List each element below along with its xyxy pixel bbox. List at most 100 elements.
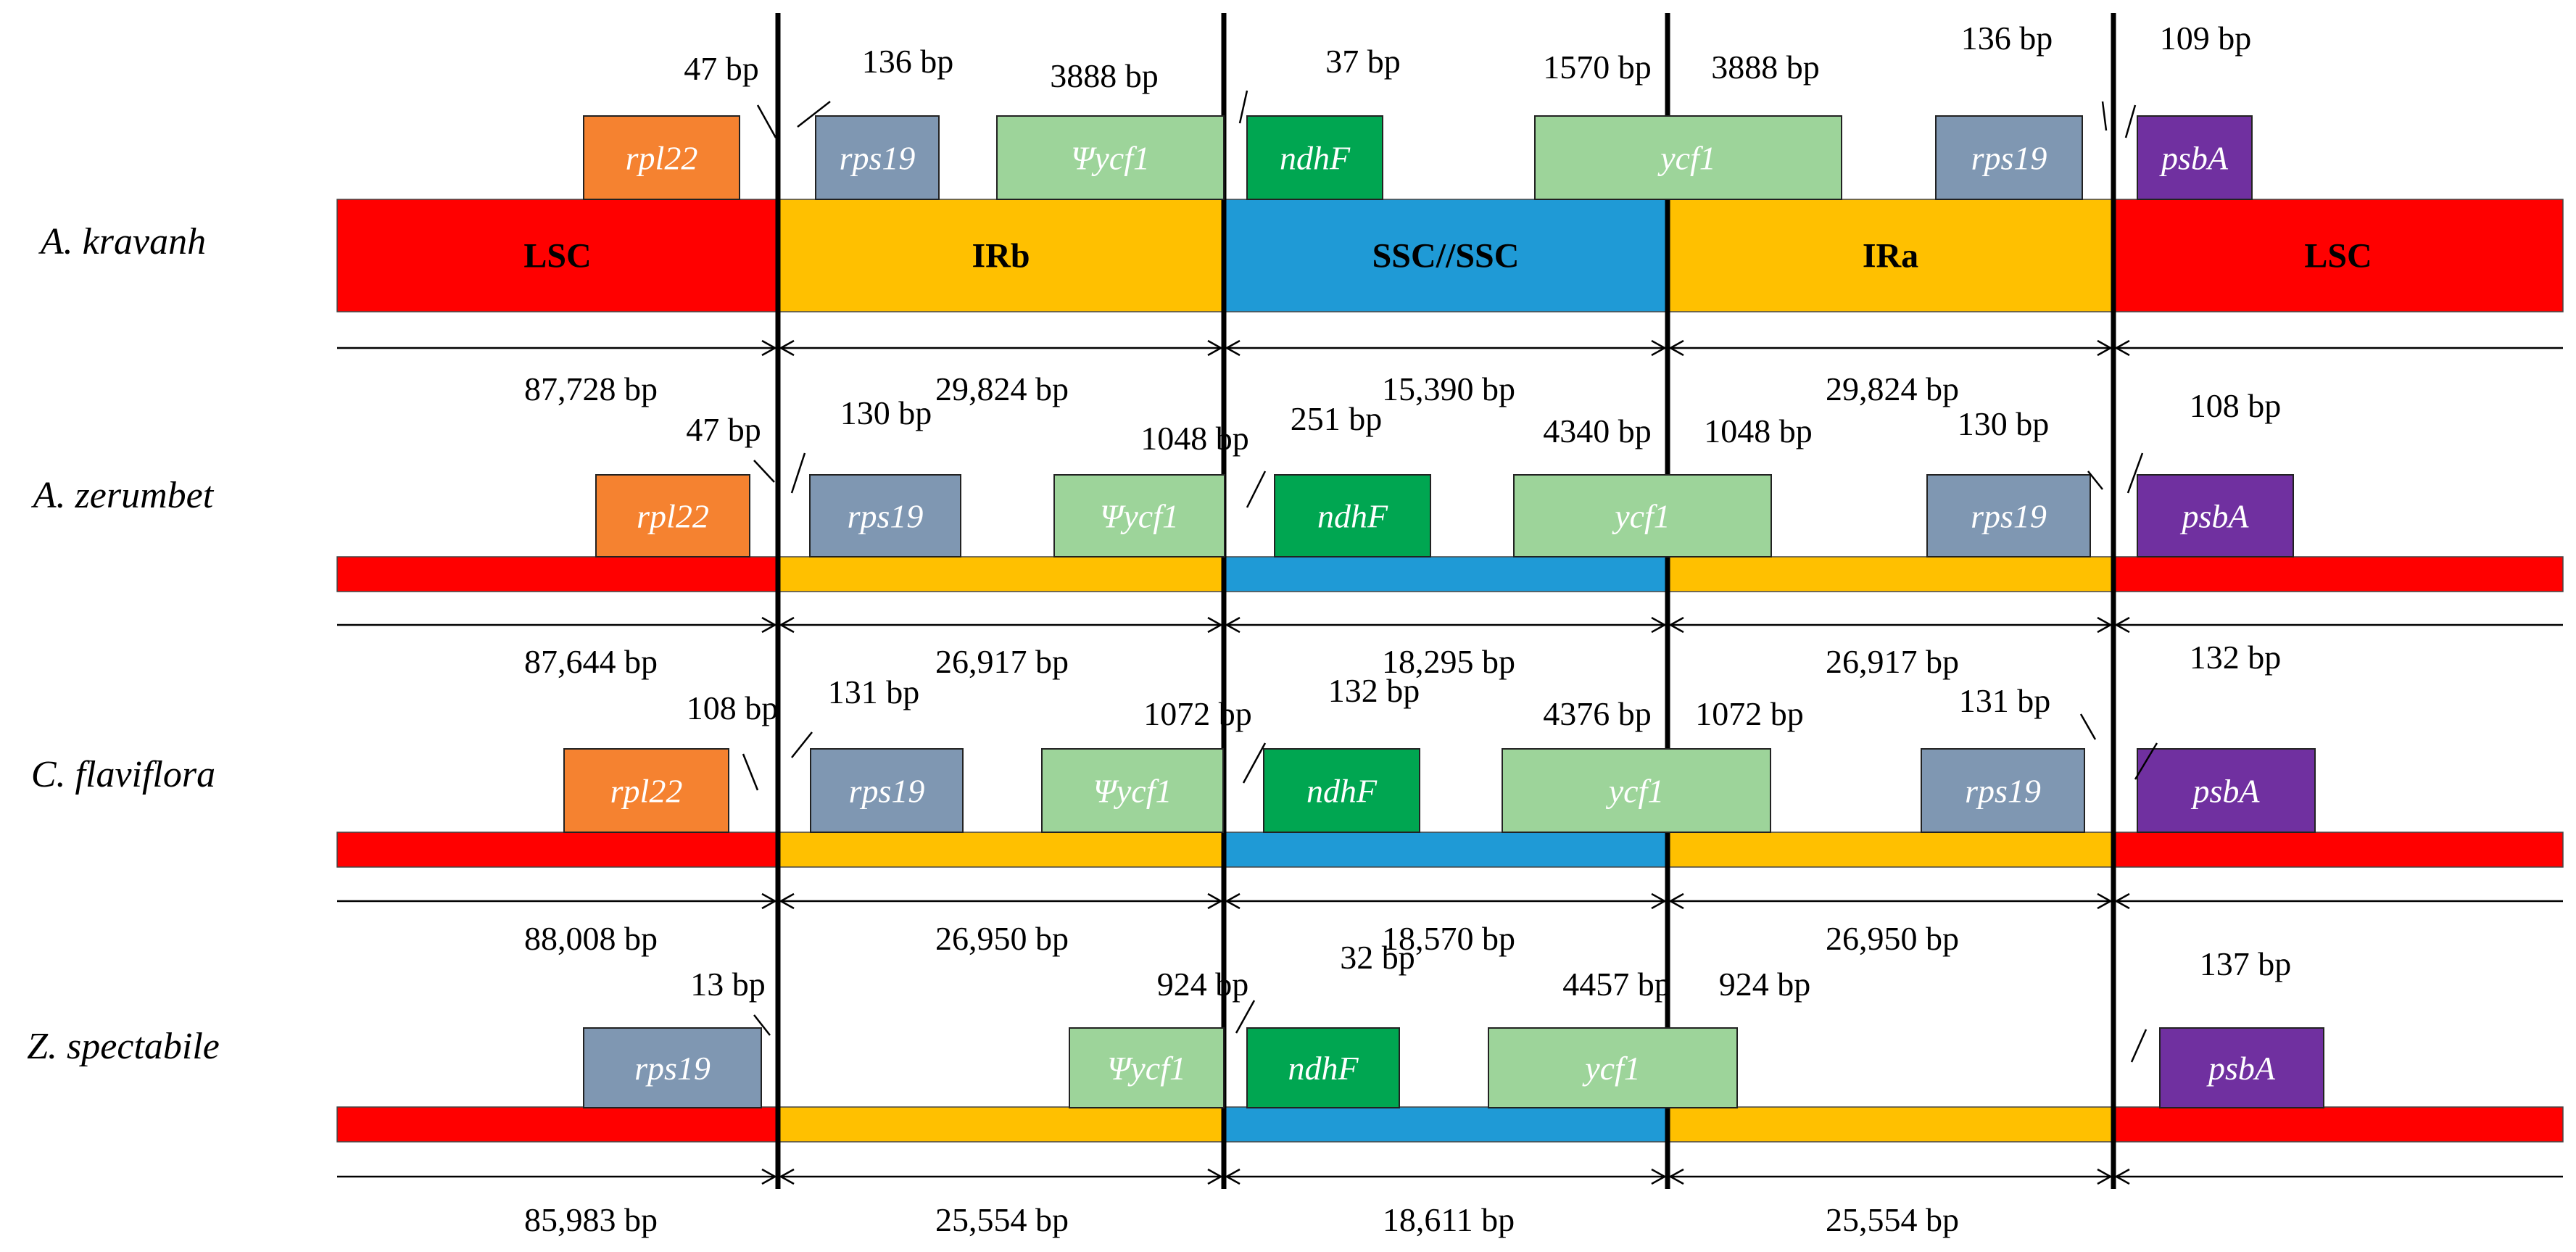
arrow-head [761, 1168, 777, 1185]
bp-annotation: 4376 bp [1543, 695, 1652, 732]
bp-annotation: 924 bp [1157, 966, 1249, 1003]
arrow-head [1668, 339, 1684, 357]
region-bars-layer [336, 199, 2564, 1143]
gene-box [1069, 1027, 1225, 1108]
gene-label: rps19 [1971, 498, 2047, 535]
arrow-head [1207, 892, 1223, 910]
bp-annotation: 1048 bp [1704, 413, 1813, 449]
gene-box [1274, 474, 1431, 557]
arrow-head [761, 616, 777, 634]
gene-label: psbA [2206, 1050, 2276, 1087]
region-segment [1667, 556, 2114, 592]
bp-annotation: 924 bp [1719, 966, 1811, 1003]
region-length: 25,554 bp [935, 1201, 1069, 1238]
arrow-head [2097, 1168, 2113, 1185]
region-label: LSC [523, 237, 591, 275]
gene-label: rps19 [849, 773, 925, 810]
gene-box [2137, 474, 2294, 557]
bp-annotation: 108 bp [2190, 387, 2282, 424]
arrow-head [1651, 892, 1667, 910]
region-segment [777, 1106, 1225, 1143]
gene-label: Ψycf1 [1071, 140, 1150, 177]
region-label: LSC [2304, 237, 2372, 275]
region-length: 87,728 bp [524, 370, 658, 407]
leader-line [1246, 470, 1267, 508]
gene-box [1534, 115, 1842, 200]
region-segment [2113, 199, 2564, 312]
gene-box [1041, 748, 1224, 833]
species-name: Z. spectabile [27, 1026, 220, 1067]
gene-box [1935, 115, 2083, 200]
arrow-head [1651, 616, 1667, 634]
arrow-head [779, 339, 795, 357]
gene-label: ycf1 [1582, 1050, 1641, 1087]
region-label: SSC//SSC [1372, 237, 1520, 275]
bp-annotation: 108 bp [687, 689, 779, 726]
region-length: 25,554 bp [1826, 1201, 1959, 1238]
region-length: 18,295 bp [1382, 643, 1515, 680]
bp-annotation: 1048 bp [1140, 420, 1249, 457]
bp-annotation: 1072 bp [1143, 695, 1252, 732]
bp-annotation: 132 bp [2190, 639, 2282, 676]
leader-line [2126, 452, 2144, 494]
gene-box [1926, 474, 2091, 557]
arrow-head [1225, 339, 1241, 357]
arrow-head [1651, 339, 1667, 357]
arrow-head [1668, 616, 1684, 634]
region-segment [1667, 1106, 2114, 1143]
region-length: 26,950 bp [1826, 920, 1959, 957]
bp-annotation: 131 bp [828, 673, 920, 710]
arrow-head [2097, 339, 2113, 357]
gene-box [1053, 474, 1225, 557]
gene-label: rps19 [848, 498, 924, 535]
gene-box [563, 748, 729, 833]
region-segment [336, 199, 779, 312]
arrow-head [2114, 339, 2130, 357]
gene-label: rps19 [840, 140, 916, 177]
region-length: 29,824 bp [935, 370, 1069, 407]
bp-annotation: 137 bp [2200, 945, 2292, 982]
leader-line [753, 1014, 771, 1036]
region-length: 18,570 bp [1382, 920, 1515, 957]
region-segment [777, 832, 1225, 868]
arrow-head [1225, 1168, 1241, 1185]
gene-box [1488, 1027, 1738, 1108]
arrow-head [779, 1168, 795, 1185]
region-length: 29,824 bp [1826, 370, 1959, 407]
bp-annotation: 4340 bp [1543, 413, 1652, 449]
region-segment [1223, 832, 1668, 868]
leader-line [2134, 742, 2158, 780]
gene-label: rpl22 [626, 140, 698, 177]
region-label: IRb [972, 237, 1030, 275]
gene-box [996, 115, 1225, 200]
region-segment [2113, 556, 2564, 592]
gene-label: rpl22 [610, 773, 683, 810]
arrow-head [779, 616, 795, 634]
bp-annotation: 130 bp [1958, 405, 2050, 442]
gene-box [2137, 115, 2253, 200]
bp-annotation: 130 bp [840, 394, 932, 431]
arrow-head [2114, 616, 2130, 634]
leader-line [742, 753, 759, 791]
gene-box [1263, 748, 1420, 833]
gene-label: ndhF [1288, 1050, 1359, 1087]
gene-label: ycf1 [1606, 773, 1665, 810]
leader-line [2079, 713, 2097, 740]
gene-label: rps19 [1971, 140, 2047, 177]
gene-label: rps19 [1965, 773, 2041, 810]
arrow-head [1207, 1168, 1223, 1185]
bp-annotation: 136 bp [862, 43, 954, 80]
bp-annotation: 132 bp [1328, 672, 1420, 709]
bp-annotation: 13 bp [690, 966, 766, 1003]
gene-box [1513, 474, 1772, 557]
arrow-head [1225, 892, 1241, 910]
gene-box [583, 115, 740, 200]
gene-label: ndhF [1317, 498, 1388, 535]
arrow-head [1651, 1168, 1667, 1185]
region-segment [1223, 1106, 1668, 1143]
gene-label: rpl22 [637, 498, 709, 535]
leader-line [2130, 1029, 2148, 1063]
gene-box [583, 1027, 762, 1108]
region-label: IRa [1863, 237, 1918, 275]
